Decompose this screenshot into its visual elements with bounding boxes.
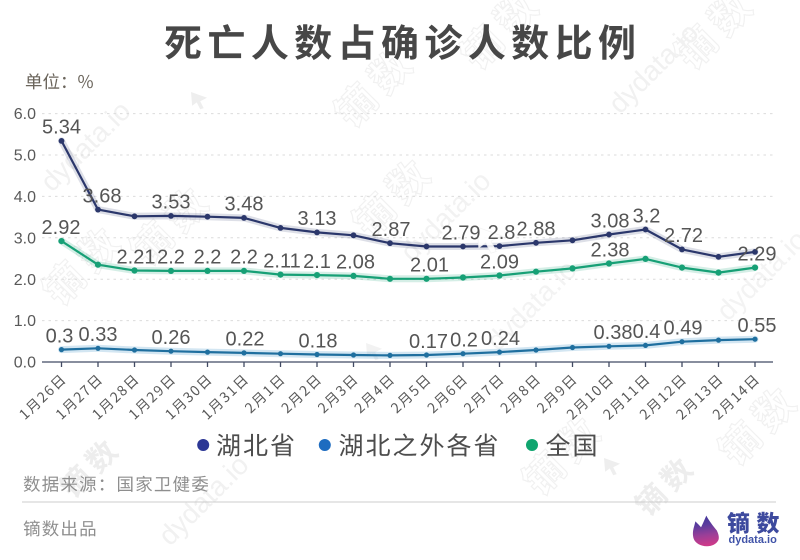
svg-text:2.29: 2.29	[738, 243, 777, 265]
svg-text:3.2: 3.2	[633, 205, 661, 227]
svg-text:5.34: 5.34	[42, 117, 81, 139]
svg-text:3.53: 3.53	[152, 192, 191, 214]
svg-text:2.92: 2.92	[42, 217, 81, 239]
svg-text:2.2: 2.2	[194, 247, 222, 269]
svg-text:2.0: 2.0	[14, 272, 36, 289]
svg-text:2.08: 2.08	[336, 252, 375, 274]
svg-text:0.33: 0.33	[79, 324, 118, 346]
svg-text:3.08: 3.08	[591, 210, 630, 232]
svg-text:dydata.io: dydata.io	[729, 534, 778, 546]
svg-text:3.68: 3.68	[83, 185, 122, 207]
svg-text:0.26: 0.26	[152, 327, 191, 349]
svg-text:2.21: 2.21	[117, 246, 156, 268]
svg-text:0.2: 0.2	[450, 330, 478, 352]
svg-text:2.09: 2.09	[480, 251, 519, 273]
svg-text:5.0: 5.0	[14, 148, 36, 165]
svg-text:3.0: 3.0	[14, 230, 36, 247]
svg-text:2.38: 2.38	[591, 239, 630, 261]
svg-text:2.2: 2.2	[157, 247, 185, 269]
svg-text:3.13: 3.13	[298, 208, 337, 230]
svg-text:0.38: 0.38	[594, 322, 633, 344]
svg-text:2.8: 2.8	[488, 222, 516, 244]
svg-text:2.2: 2.2	[230, 247, 258, 269]
svg-text:0.24: 0.24	[481, 328, 520, 350]
svg-text:2.01: 2.01	[410, 255, 449, 277]
svg-text:0.3: 0.3	[46, 325, 74, 347]
svg-text:0.17: 0.17	[409, 331, 448, 353]
svg-text:0.55: 0.55	[738, 315, 777, 337]
svg-text:1.0: 1.0	[14, 313, 36, 330]
svg-text:4.0: 4.0	[14, 189, 36, 206]
svg-text:2.79: 2.79	[442, 222, 481, 244]
svg-text:2.87: 2.87	[372, 219, 411, 241]
svg-text:0.18: 0.18	[299, 330, 338, 352]
svg-text:2.1: 2.1	[303, 251, 331, 273]
svg-text:3.48: 3.48	[225, 194, 264, 216]
svg-text:2.72: 2.72	[664, 225, 703, 247]
svg-text:0.0: 0.0	[14, 355, 36, 372]
svg-text:2.88: 2.88	[517, 219, 556, 241]
svg-text:0.49: 0.49	[664, 318, 703, 340]
svg-text:0.4: 0.4	[633, 321, 661, 343]
svg-text:2.11: 2.11	[263, 250, 300, 272]
svg-text:6.0: 6.0	[14, 106, 36, 123]
svg-text:0.22: 0.22	[226, 329, 265, 351]
